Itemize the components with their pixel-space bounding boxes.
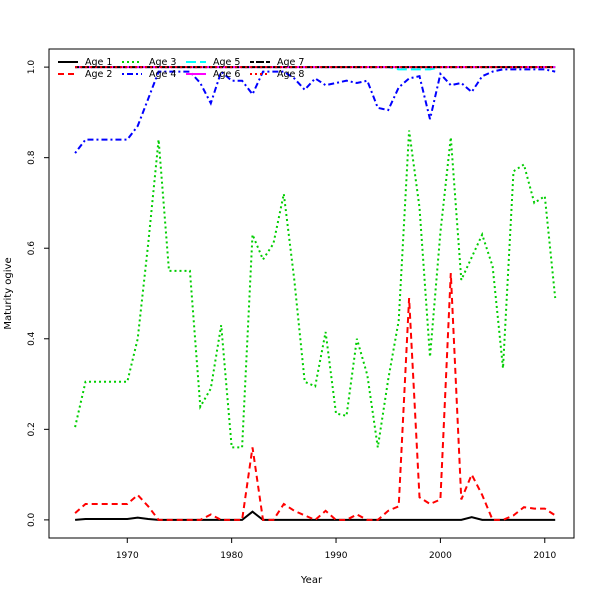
plot-frame (48, 48, 575, 539)
legend-label: Age 5 (213, 57, 240, 68)
series-line-age-4 (74, 68, 556, 154)
series-line-age-1 (75, 510, 556, 521)
x-axis: 1970 1980 1990 2000 2010 (116, 538, 557, 561)
legend-label: Age 8 (277, 69, 304, 80)
legend-label: Age 4 (149, 69, 176, 80)
legend-label: Age 1 (85, 57, 112, 68)
legend-label: Age 3 (149, 57, 176, 68)
y-tick-label: 0.8 (27, 150, 37, 165)
y-tick-label: 0.0 (27, 512, 37, 527)
x-axis-label: Year (300, 575, 323, 586)
y-tick-label: 0.6 (27, 241, 37, 256)
y-tick-label: 1.0 (27, 60, 37, 75)
y-axis-label: Maturity ogive (3, 257, 14, 329)
x-tick-label: 1970 (116, 551, 139, 561)
y-tick-label: 0.4 (27, 331, 37, 346)
x-tick-label: 1980 (220, 551, 243, 561)
x-tick-label: 2000 (429, 551, 452, 561)
legend-label: Age 2 (85, 69, 112, 80)
x-tick-label: 1990 (325, 551, 348, 561)
y-tick-label: 0.2 (27, 422, 37, 436)
x-tick-label: 2010 (533, 551, 556, 561)
legend-label: Age 6 (213, 69, 240, 80)
series-layer (74, 66, 557, 522)
series-line-age-3 (74, 130, 557, 449)
legend-label: Age 7 (277, 57, 304, 68)
y-axis: 0.0 0.2 0.4 0.6 0.8 1.0 (27, 60, 49, 527)
